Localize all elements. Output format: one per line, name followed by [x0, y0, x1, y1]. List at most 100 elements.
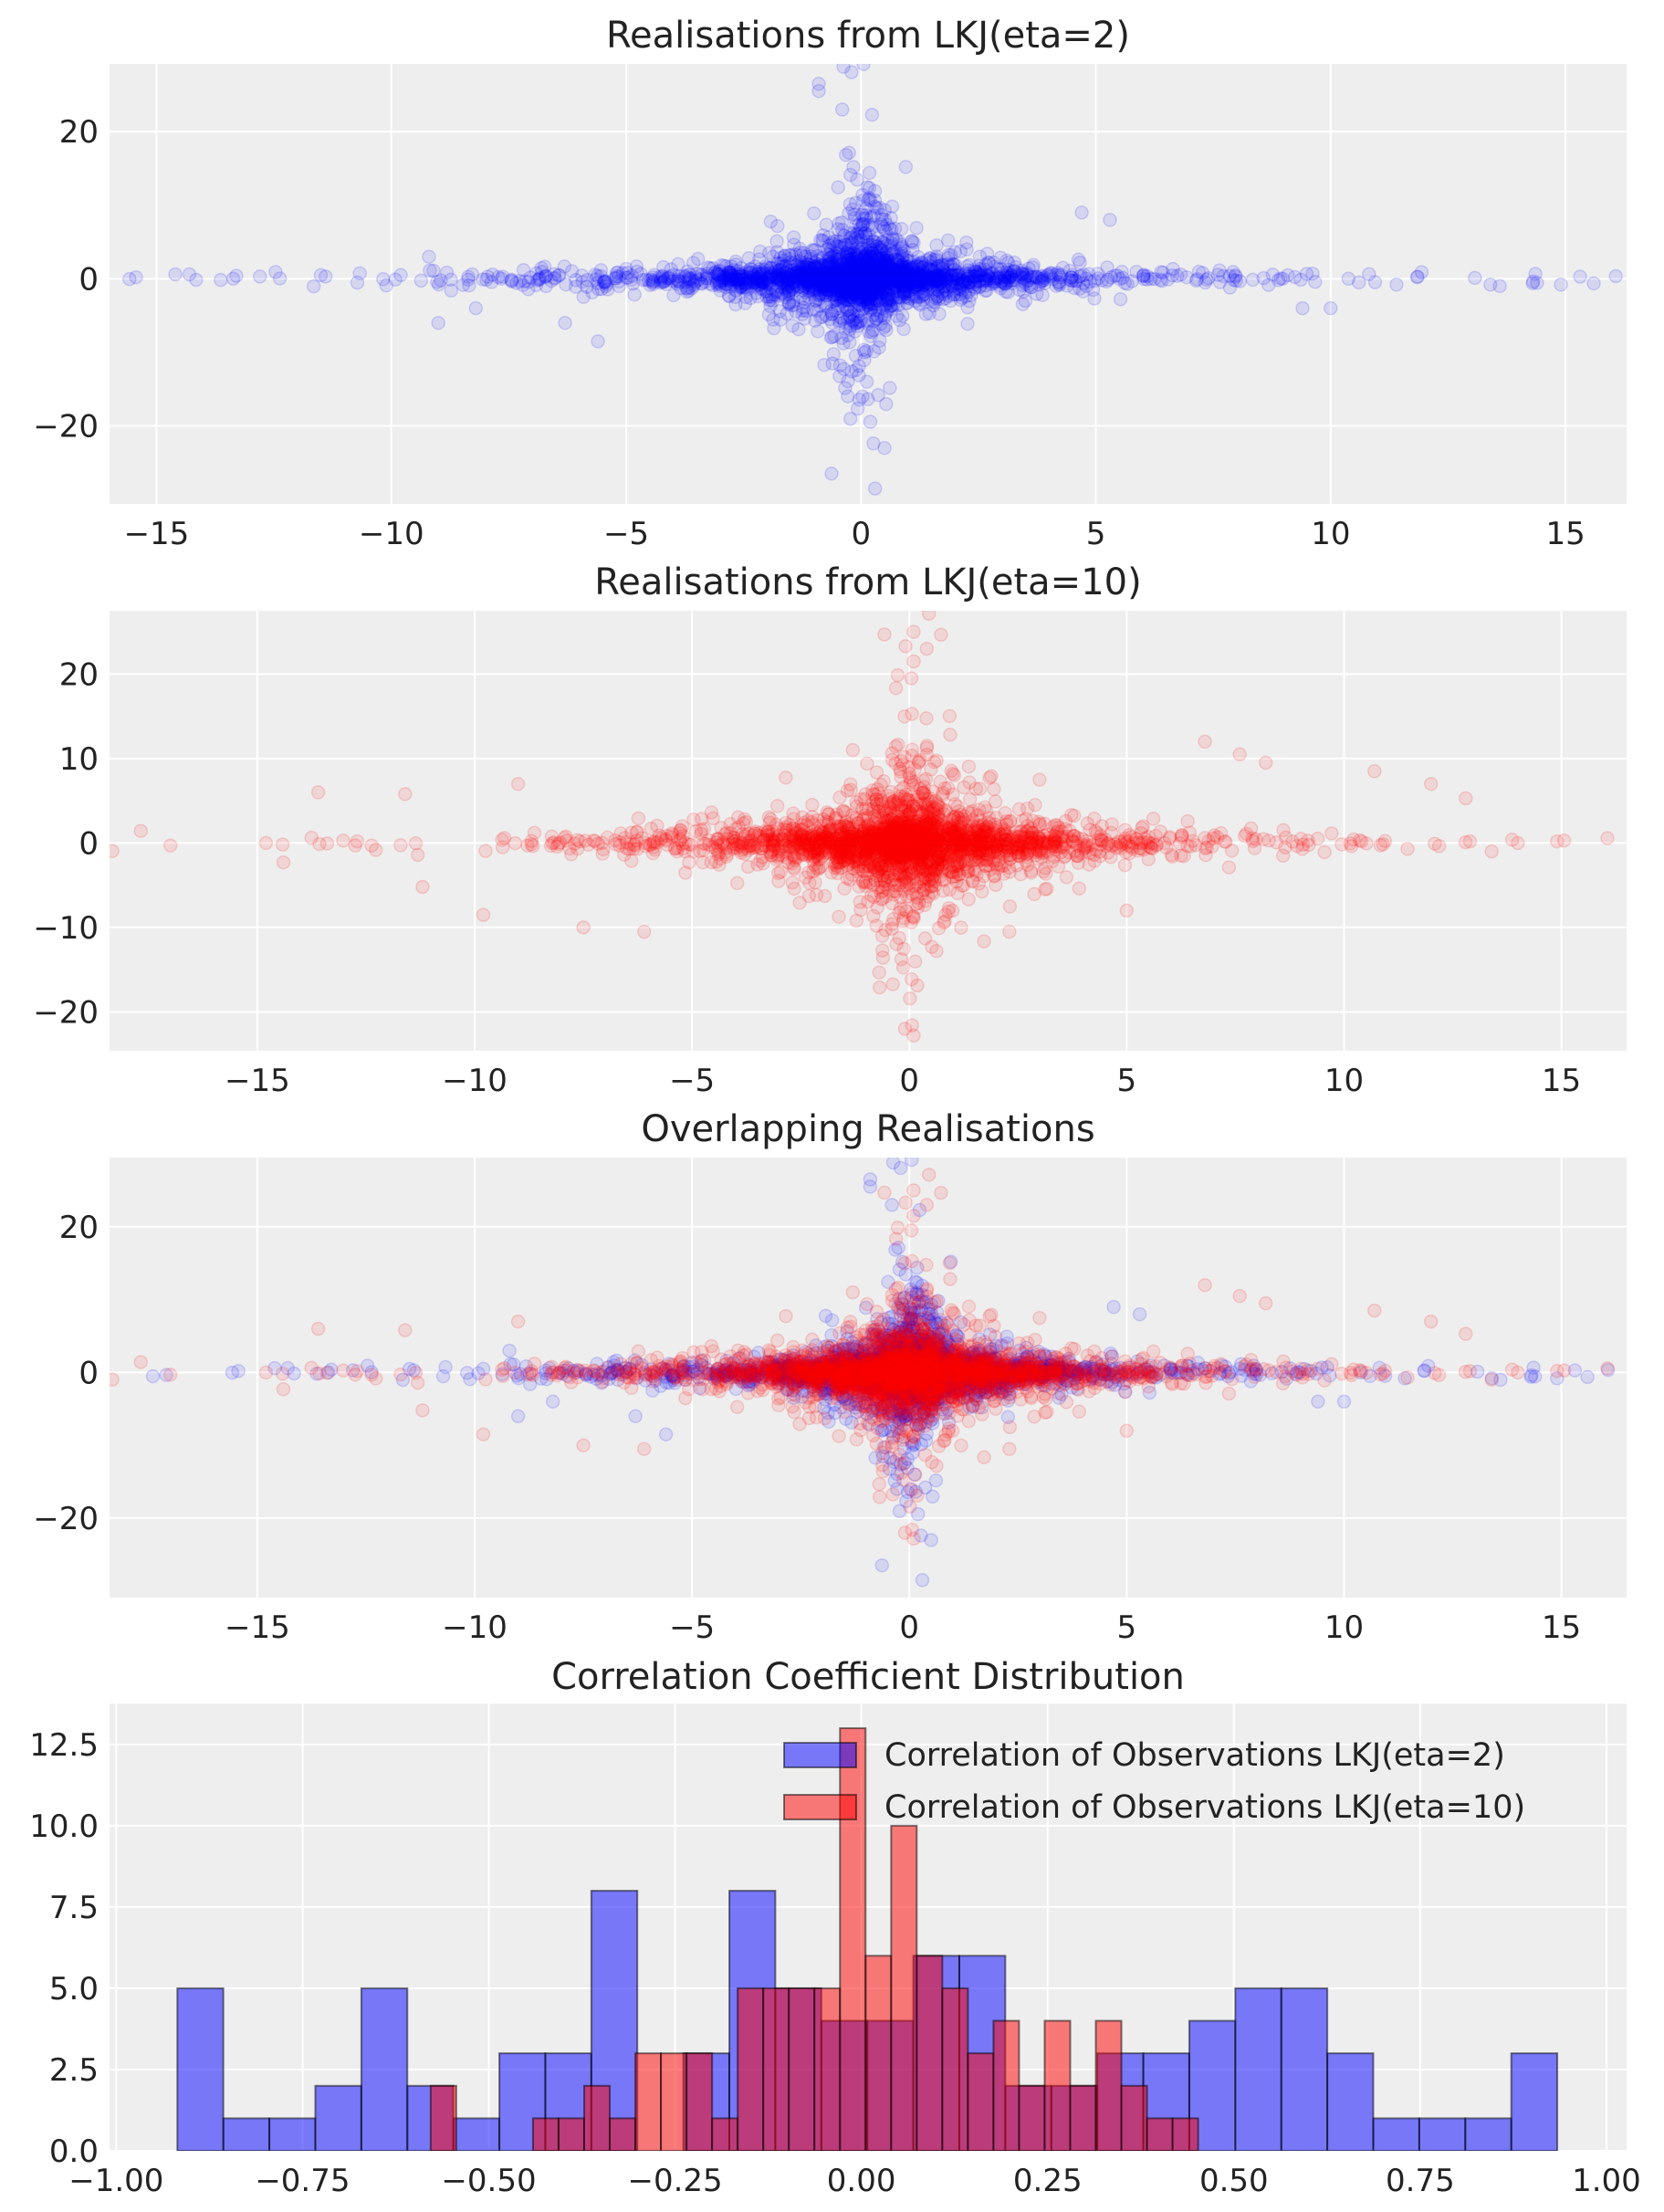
scatter-point	[822, 254, 837, 269]
scatter-point	[947, 283, 961, 299]
scatter-point	[807, 270, 822, 285]
scatter-point	[811, 84, 826, 99]
scatter-point	[591, 334, 605, 349]
scatter-point	[943, 728, 958, 742]
scatter-point	[863, 279, 877, 294]
scatter-point	[818, 265, 833, 280]
scatter-point	[778, 289, 793, 305]
scatter-point	[873, 271, 888, 286]
scatter-point	[941, 279, 956, 295]
scatter-point	[862, 165, 877, 181]
scatter-point	[863, 288, 879, 302]
scatter-point	[846, 261, 861, 276]
scatter-point	[872, 270, 886, 285]
scatter-point	[860, 267, 875, 283]
scatter-point	[979, 283, 994, 298]
scatter-point	[947, 245, 962, 259]
scatter-point	[894, 241, 908, 257]
scatter-point	[767, 320, 781, 336]
scatter-point	[855, 267, 871, 282]
scatter-point	[1052, 267, 1066, 282]
scatter-point	[928, 274, 943, 288]
scatter-point	[817, 274, 832, 289]
scatter-point	[807, 256, 822, 270]
scatter-point	[754, 268, 769, 284]
scatter-point	[847, 316, 863, 331]
scatter-point	[947, 268, 962, 283]
scatter-point	[880, 237, 895, 253]
scatter-point	[937, 287, 952, 301]
y-tick-label: −20	[33, 409, 99, 446]
scatter-point	[961, 759, 977, 774]
scatter-point	[1073, 268, 1089, 283]
scatter-point	[1586, 276, 1601, 291]
scatter-point	[1017, 270, 1031, 285]
scatter-point	[777, 280, 792, 296]
scatter-point	[860, 180, 874, 194]
scatter-point	[782, 296, 797, 310]
scatter-point	[846, 277, 861, 291]
scatter-point	[480, 269, 496, 284]
scatter-point	[829, 267, 843, 282]
scatter-point	[799, 262, 813, 278]
scatter-point	[1484, 844, 1499, 859]
scatter-point	[872, 251, 886, 266]
scatter-point	[1359, 836, 1374, 851]
scatter-point	[857, 288, 873, 302]
scatter-point	[833, 263, 848, 278]
scatter-point	[780, 276, 795, 291]
scatter-point	[960, 316, 975, 331]
scatter-point	[770, 268, 786, 284]
scatter-point	[876, 281, 891, 296]
scatter-point	[863, 414, 878, 429]
scatter-point	[869, 284, 884, 299]
scatter-point	[789, 255, 803, 269]
scatter-point	[870, 309, 885, 323]
scatter-point	[809, 261, 824, 276]
scatter-point	[1295, 300, 1310, 316]
scatter-point	[538, 268, 553, 283]
scatter-point	[847, 207, 862, 222]
scatter-point	[773, 279, 788, 295]
scatter-point	[829, 252, 843, 267]
scatter-point	[168, 267, 183, 282]
scatter-point	[853, 246, 869, 261]
scatter-point	[823, 330, 839, 345]
scatter-point	[1028, 797, 1042, 812]
scatter-point	[761, 276, 777, 290]
scatter-point	[785, 318, 800, 333]
scatter-point	[905, 261, 920, 276]
scatter-point	[938, 274, 953, 289]
scatter-point	[574, 268, 590, 283]
scatter-point	[874, 260, 890, 276]
scatter-point	[590, 276, 605, 290]
scatter-point	[748, 266, 763, 281]
scatter-point	[913, 285, 928, 299]
scatter-point	[1035, 271, 1050, 287]
scatter-point	[859, 374, 874, 389]
scatter-point	[954, 920, 968, 935]
scatter-point	[838, 381, 853, 395]
scatter-point	[961, 274, 976, 289]
scatter-point	[861, 250, 876, 266]
scatter-point	[623, 272, 639, 288]
scatter-point	[306, 278, 321, 294]
scatter-point	[803, 249, 819, 264]
scatter-point	[855, 265, 870, 279]
scatter-point	[863, 329, 878, 344]
scatter-point	[814, 271, 829, 287]
scatter-point	[730, 264, 745, 278]
scatter-point	[600, 830, 615, 845]
scatter-point	[855, 268, 870, 284]
scatter-point	[856, 267, 872, 282]
scatter-point	[785, 281, 801, 296]
scatter-point	[1007, 264, 1022, 279]
scatter-point	[856, 265, 872, 280]
scatter-point	[129, 269, 143, 285]
scatter-point	[832, 290, 848, 306]
scatter-point	[879, 270, 894, 286]
scatter-point	[914, 274, 929, 289]
scatter-point	[869, 288, 884, 304]
scatter-point	[521, 282, 536, 297]
scatter-point	[537, 259, 552, 274]
